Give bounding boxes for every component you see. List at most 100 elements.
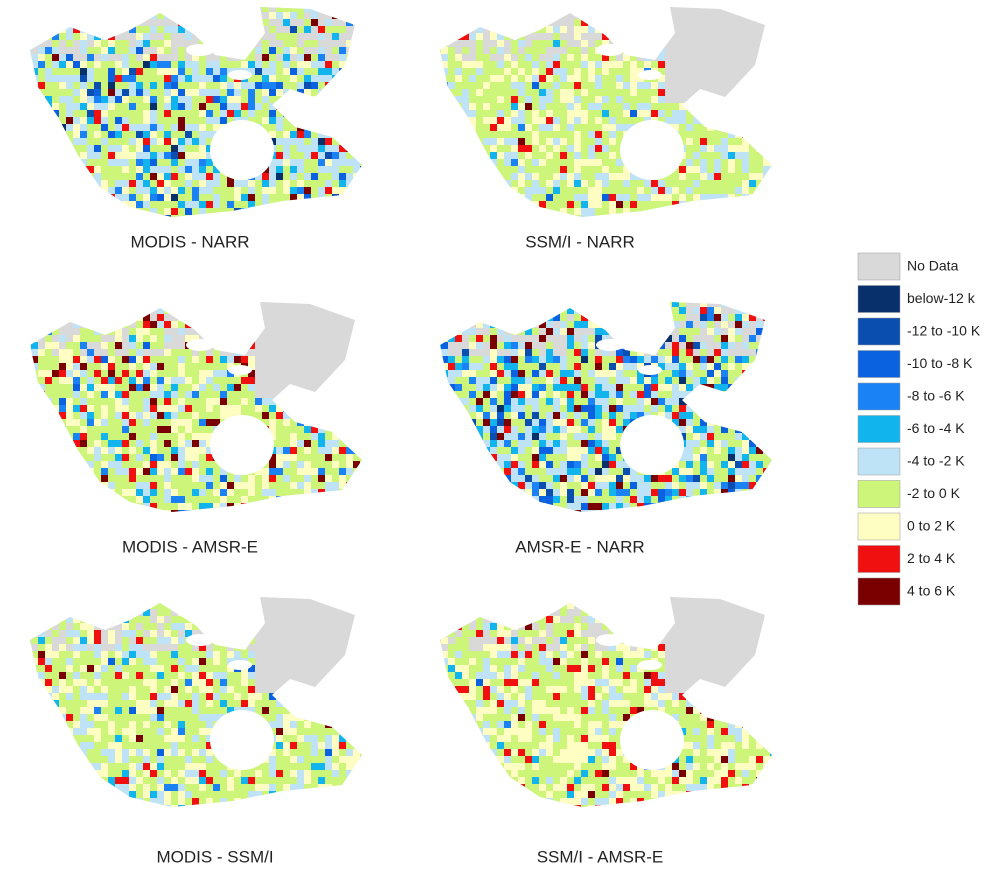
map-cell — [157, 419, 164, 426]
map-cell — [17, 447, 24, 454]
map-cell — [150, 180, 157, 187]
map-cell — [360, 187, 362, 194]
map-cell — [290, 419, 297, 426]
map-cell — [441, 328, 448, 335]
map-cell — [360, 75, 362, 82]
map-cell — [367, 194, 374, 201]
map-cell — [367, 215, 374, 222]
map-cell — [94, 89, 101, 96]
map-cell — [17, 489, 24, 496]
map-cell — [241, 510, 248, 512]
map-cell — [171, 187, 178, 194]
map-cell — [283, 33, 290, 40]
map-cell — [115, 96, 122, 103]
map-cell — [276, 503, 283, 510]
map-cell — [346, 180, 353, 187]
map-cell — [490, 187, 497, 194]
map-cell — [511, 96, 518, 103]
map-cell — [66, 426, 73, 433]
map-cell — [602, 89, 609, 96]
map-cell — [665, 391, 672, 398]
map-cell — [115, 89, 122, 96]
map-cell — [637, 187, 644, 194]
map-cell — [115, 110, 122, 117]
map-cell — [346, 461, 353, 468]
map-cell — [30, 117, 31, 124]
map-cell — [469, 314, 476, 321]
map-cell — [511, 349, 518, 356]
map-cell — [38, 307, 45, 314]
map-cell — [150, 302, 157, 307]
map-cell — [532, 124, 539, 131]
map-cell — [735, 159, 742, 166]
map-cell — [220, 328, 227, 335]
map-cell — [87, 314, 94, 321]
map-cell — [66, 187, 73, 194]
map-cell — [325, 138, 332, 145]
map-cell — [546, 173, 553, 180]
map-cell — [220, 110, 227, 117]
map-cell — [10, 68, 17, 75]
map-cell — [248, 26, 255, 33]
map-cell — [325, 489, 332, 496]
map-cell — [777, 363, 784, 370]
map-cell — [115, 47, 122, 54]
map-cell — [157, 363, 164, 370]
map-cell — [213, 103, 220, 110]
map-cell — [325, 26, 332, 33]
map-cell — [248, 68, 255, 75]
map-cell — [332, 68, 339, 75]
map-cell — [497, 419, 504, 426]
map-cell — [269, 103, 276, 110]
map-cell — [38, 208, 45, 215]
map-cell — [297, 75, 304, 82]
map-cell — [679, 131, 686, 138]
map-cell — [441, 82, 448, 89]
map-cell — [644, 201, 651, 208]
map-cell — [227, 496, 234, 503]
map-cell — [269, 426, 276, 433]
map-cell — [546, 75, 553, 82]
map-cell — [616, 180, 623, 187]
map-cell — [588, 166, 595, 173]
map-cell — [700, 117, 707, 124]
map-cell — [497, 173, 504, 180]
map-cell — [325, 440, 332, 447]
map-cell — [497, 187, 504, 194]
map-cell — [658, 342, 665, 349]
map-cell — [728, 194, 735, 201]
map-cell — [108, 391, 115, 398]
map-cell — [185, 215, 192, 217]
map-cell — [59, 82, 66, 89]
map-cell — [546, 40, 553, 47]
map-cell — [73, 194, 80, 201]
map-cell — [185, 496, 192, 503]
map-cell — [553, 433, 560, 440]
map-cell — [616, 61, 623, 68]
map-cell — [143, 117, 150, 124]
map-cell — [455, 82, 462, 89]
map-cell — [178, 363, 185, 370]
map-cell — [595, 208, 602, 215]
map-cell — [427, 363, 434, 370]
map-cell — [332, 145, 339, 152]
map-cell — [518, 103, 525, 110]
map-cell — [462, 152, 469, 159]
map-cell — [276, 412, 283, 419]
map-cell — [94, 405, 101, 412]
map-cell — [532, 26, 539, 33]
map-cell — [290, 426, 297, 433]
map-cell — [367, 131, 374, 138]
map-cell — [10, 124, 17, 131]
map-cell — [518, 363, 525, 370]
map-cell — [525, 26, 532, 33]
map-cell — [143, 510, 150, 512]
map-cell — [588, 54, 595, 61]
map-cell — [143, 419, 150, 426]
map-cell — [178, 82, 185, 89]
map-cell — [87, 349, 94, 356]
map-cell — [532, 356, 539, 363]
map-cell — [262, 215, 269, 217]
map-cell — [129, 454, 136, 461]
map-cell — [504, 131, 511, 138]
